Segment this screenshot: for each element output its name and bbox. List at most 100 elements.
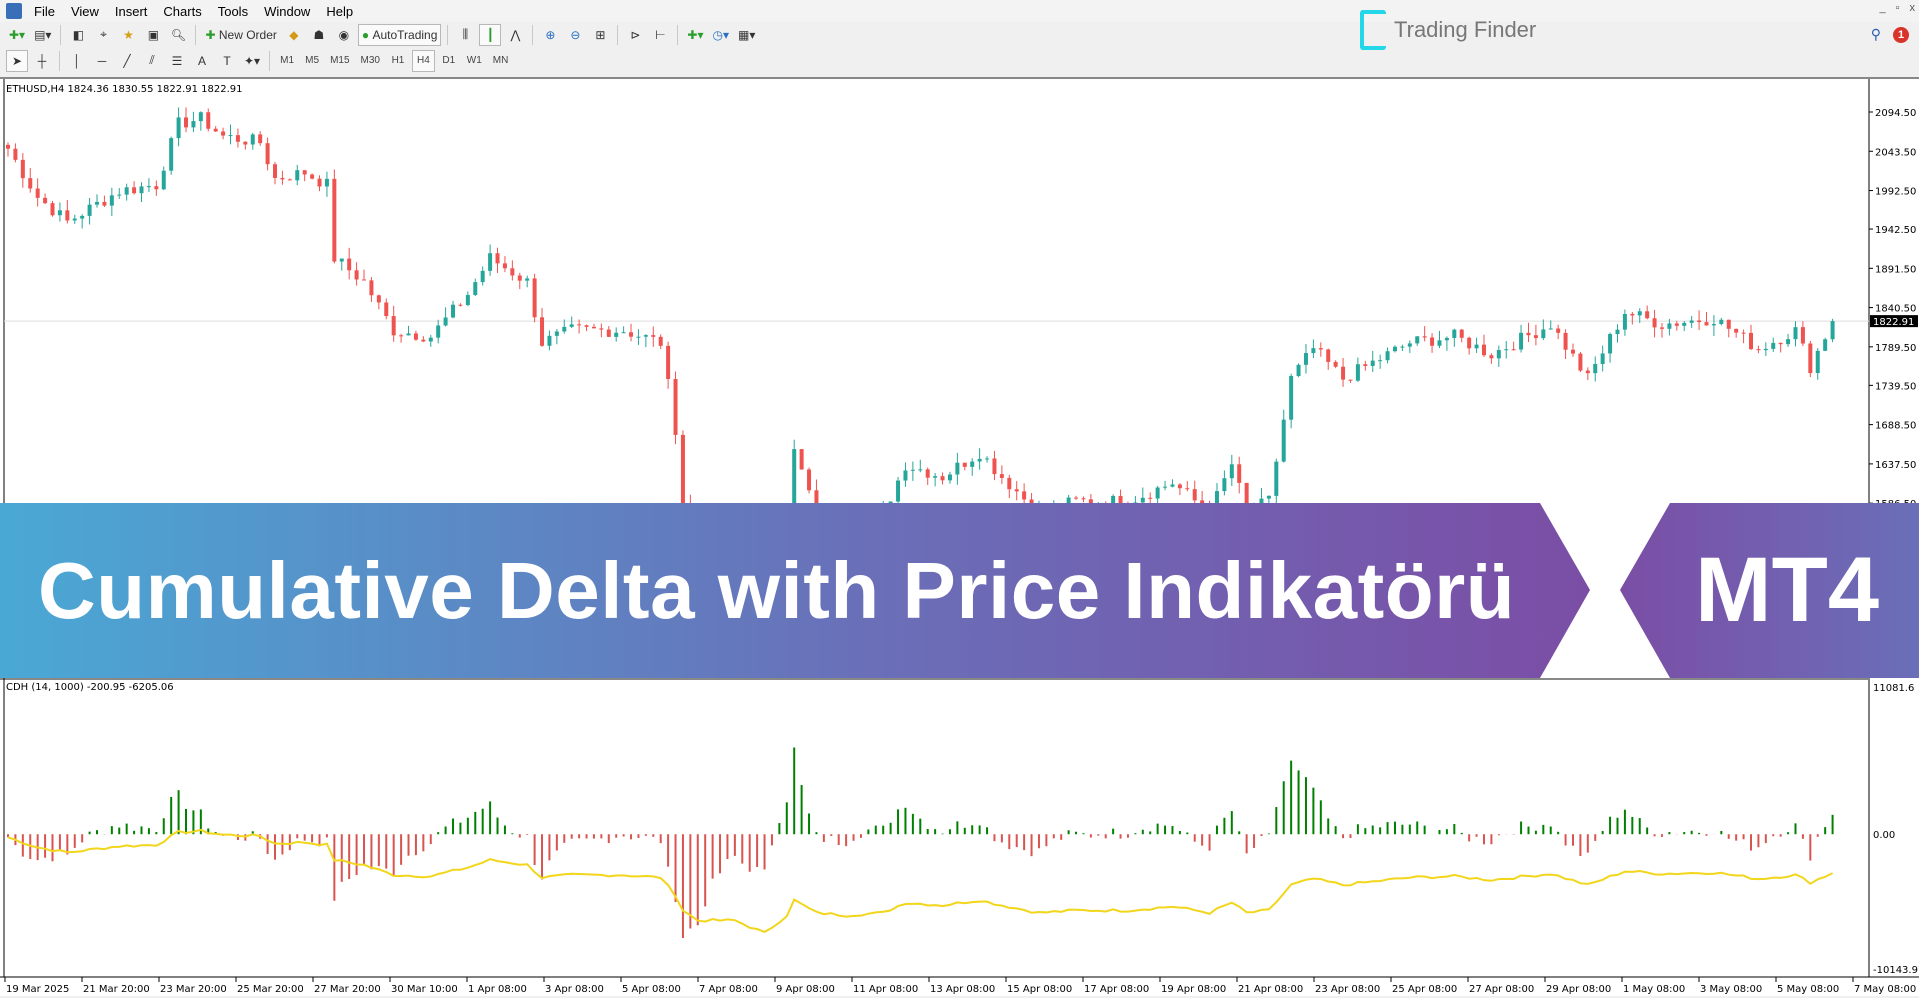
- new-order-icon: ✚: [205, 27, 216, 42]
- candle-body: [992, 458, 997, 475]
- minimize-button[interactable]: _: [1879, 2, 1886, 14]
- candle-body: [443, 317, 448, 326]
- new-order-button[interactable]: ✚ New Order: [202, 24, 279, 46]
- candlestick-icon[interactable]: ┃: [479, 23, 502, 46]
- candle-body: [1622, 313, 1627, 330]
- menu-window[interactable]: Window: [264, 3, 311, 19]
- price-tick-label: 1992.50: [1875, 187, 1916, 198]
- tf-d1[interactable]: D1: [442, 55, 456, 66]
- candle-body: [1504, 349, 1509, 351]
- tf-m1[interactable]: M1: [280, 55, 295, 66]
- periods-icon[interactable]: ◷▾: [712, 27, 729, 42]
- menu-insert[interactable]: Insert: [114, 3, 148, 19]
- market-icon[interactable]: ◉: [338, 27, 350, 42]
- horizontal-line-icon[interactable]: ─: [97, 53, 107, 68]
- price-tick-label: 1637.50: [1875, 460, 1916, 471]
- channel-icon[interactable]: ☰: [171, 53, 183, 68]
- candle-body: [1823, 339, 1828, 351]
- price-tick-label: 1739.50: [1875, 381, 1916, 392]
- candle-body: [547, 335, 552, 346]
- tile-windows-icon[interactable]: ⊞: [595, 27, 606, 42]
- candle-body: [102, 201, 107, 206]
- tf-m15[interactable]: M15: [330, 55, 350, 66]
- signals-icon[interactable]: ☗: [313, 27, 325, 42]
- search-icon[interactable]: ⚲: [1870, 26, 1881, 42]
- templates-icon[interactable]: ▦▾: [737, 27, 756, 42]
- new-chart-icon[interactable]: ✚▾: [9, 27, 26, 42]
- tf-m30[interactable]: M30: [360, 55, 380, 66]
- candle-body: [1786, 339, 1791, 345]
- notifications-badge[interactable]: 1: [1893, 26, 1909, 43]
- tf-h4[interactable]: H4: [411, 49, 435, 72]
- candle-body: [1467, 337, 1472, 349]
- candle-body: [1296, 364, 1301, 376]
- restore-button[interactable]: ▫: [1895, 2, 1900, 14]
- candle-body: [1593, 364, 1598, 374]
- candle-body: [673, 379, 678, 435]
- metaeditor-icon[interactable]: ◆: [289, 27, 299, 42]
- candle-body: [95, 201, 100, 205]
- price-tick-label: 2043.50: [1875, 147, 1916, 158]
- strategy-tester-icon[interactable]: 🔍︎: [170, 27, 187, 42]
- candle-body: [1771, 342, 1776, 349]
- candle-body: [1281, 419, 1286, 462]
- candle-body: [1370, 360, 1375, 366]
- candle-body: [792, 449, 797, 530]
- trendline-icon[interactable]: ╱: [123, 53, 131, 68]
- tf-w1[interactable]: W1: [466, 55, 482, 66]
- label-icon[interactable]: T: [223, 53, 231, 68]
- indicators-icon[interactable]: ✚▾: [687, 27, 704, 42]
- candle-body: [1533, 335, 1538, 339]
- candle-body: [1570, 349, 1575, 354]
- candle-body: [65, 210, 70, 221]
- platform-label: MT4: [1695, 539, 1879, 641]
- candle-body: [1341, 366, 1346, 380]
- zoom-out-icon[interactable]: ⊖: [570, 27, 581, 42]
- candle-body: [940, 476, 945, 481]
- candle-body: [933, 476, 938, 478]
- candle-body: [265, 143, 270, 165]
- candle-body: [1667, 323, 1672, 329]
- candle-body: [80, 215, 85, 219]
- current-price-box: [1870, 315, 1918, 328]
- crosshair-icon[interactable]: ┼: [37, 53, 47, 68]
- divider: [195, 24, 197, 45]
- candle-body: [517, 275, 522, 281]
- autotrading-button[interactable]: ● AutoTrading: [357, 23, 442, 46]
- zoom-in-icon[interactable]: ⊕: [545, 27, 556, 42]
- fibonacci-icon[interactable]: ⫽: [149, 53, 155, 67]
- menu-file[interactable]: File: [34, 3, 55, 19]
- data-window-icon[interactable]: ⌖: [100, 27, 107, 41]
- price-tick-label: 1840.50: [1875, 304, 1916, 315]
- text-icon[interactable]: A: [197, 53, 206, 68]
- terminal-icon[interactable]: ▣: [147, 27, 160, 42]
- auto-scroll-icon[interactable]: ⊳: [630, 27, 641, 42]
- menu-charts[interactable]: Charts: [163, 3, 202, 19]
- cursor-icon[interactable]: ➤: [6, 49, 28, 72]
- menu-view[interactable]: View: [70, 3, 99, 19]
- market-watch-icon[interactable]: ◧: [72, 27, 85, 42]
- tf-mn[interactable]: MN: [492, 55, 509, 66]
- tf-m5[interactable]: M5: [305, 55, 320, 66]
- menu-tools[interactable]: Tools: [217, 3, 249, 19]
- candle-body: [1674, 323, 1679, 326]
- line-chart-icon[interactable]: ⋀: [510, 27, 521, 42]
- arrows-icon[interactable]: ✦▾: [244, 53, 261, 68]
- candle-body: [324, 178, 329, 187]
- candle-body: [391, 316, 396, 336]
- candle-body: [1140, 497, 1145, 503]
- bar-chart-icon[interactable]: ⫼: [462, 27, 469, 41]
- profiles-icon[interactable]: ▤▾: [34, 27, 52, 42]
- menu-help[interactable]: Help: [326, 3, 354, 19]
- candle-body: [1244, 482, 1249, 511]
- close-button[interactable]: x: [1909, 2, 1916, 14]
- navigator-icon[interactable]: ★: [123, 27, 134, 42]
- chart-shift-icon[interactable]: ⊢: [655, 27, 666, 42]
- candle-body: [1363, 364, 1368, 366]
- candle-body: [1192, 489, 1197, 501]
- candle-body: [985, 458, 990, 460]
- candle-body: [1400, 346, 1405, 348]
- candle-body: [999, 474, 1004, 478]
- tf-h1[interactable]: H1: [391, 55, 405, 66]
- vertical-line-icon[interactable]: │: [73, 53, 81, 68]
